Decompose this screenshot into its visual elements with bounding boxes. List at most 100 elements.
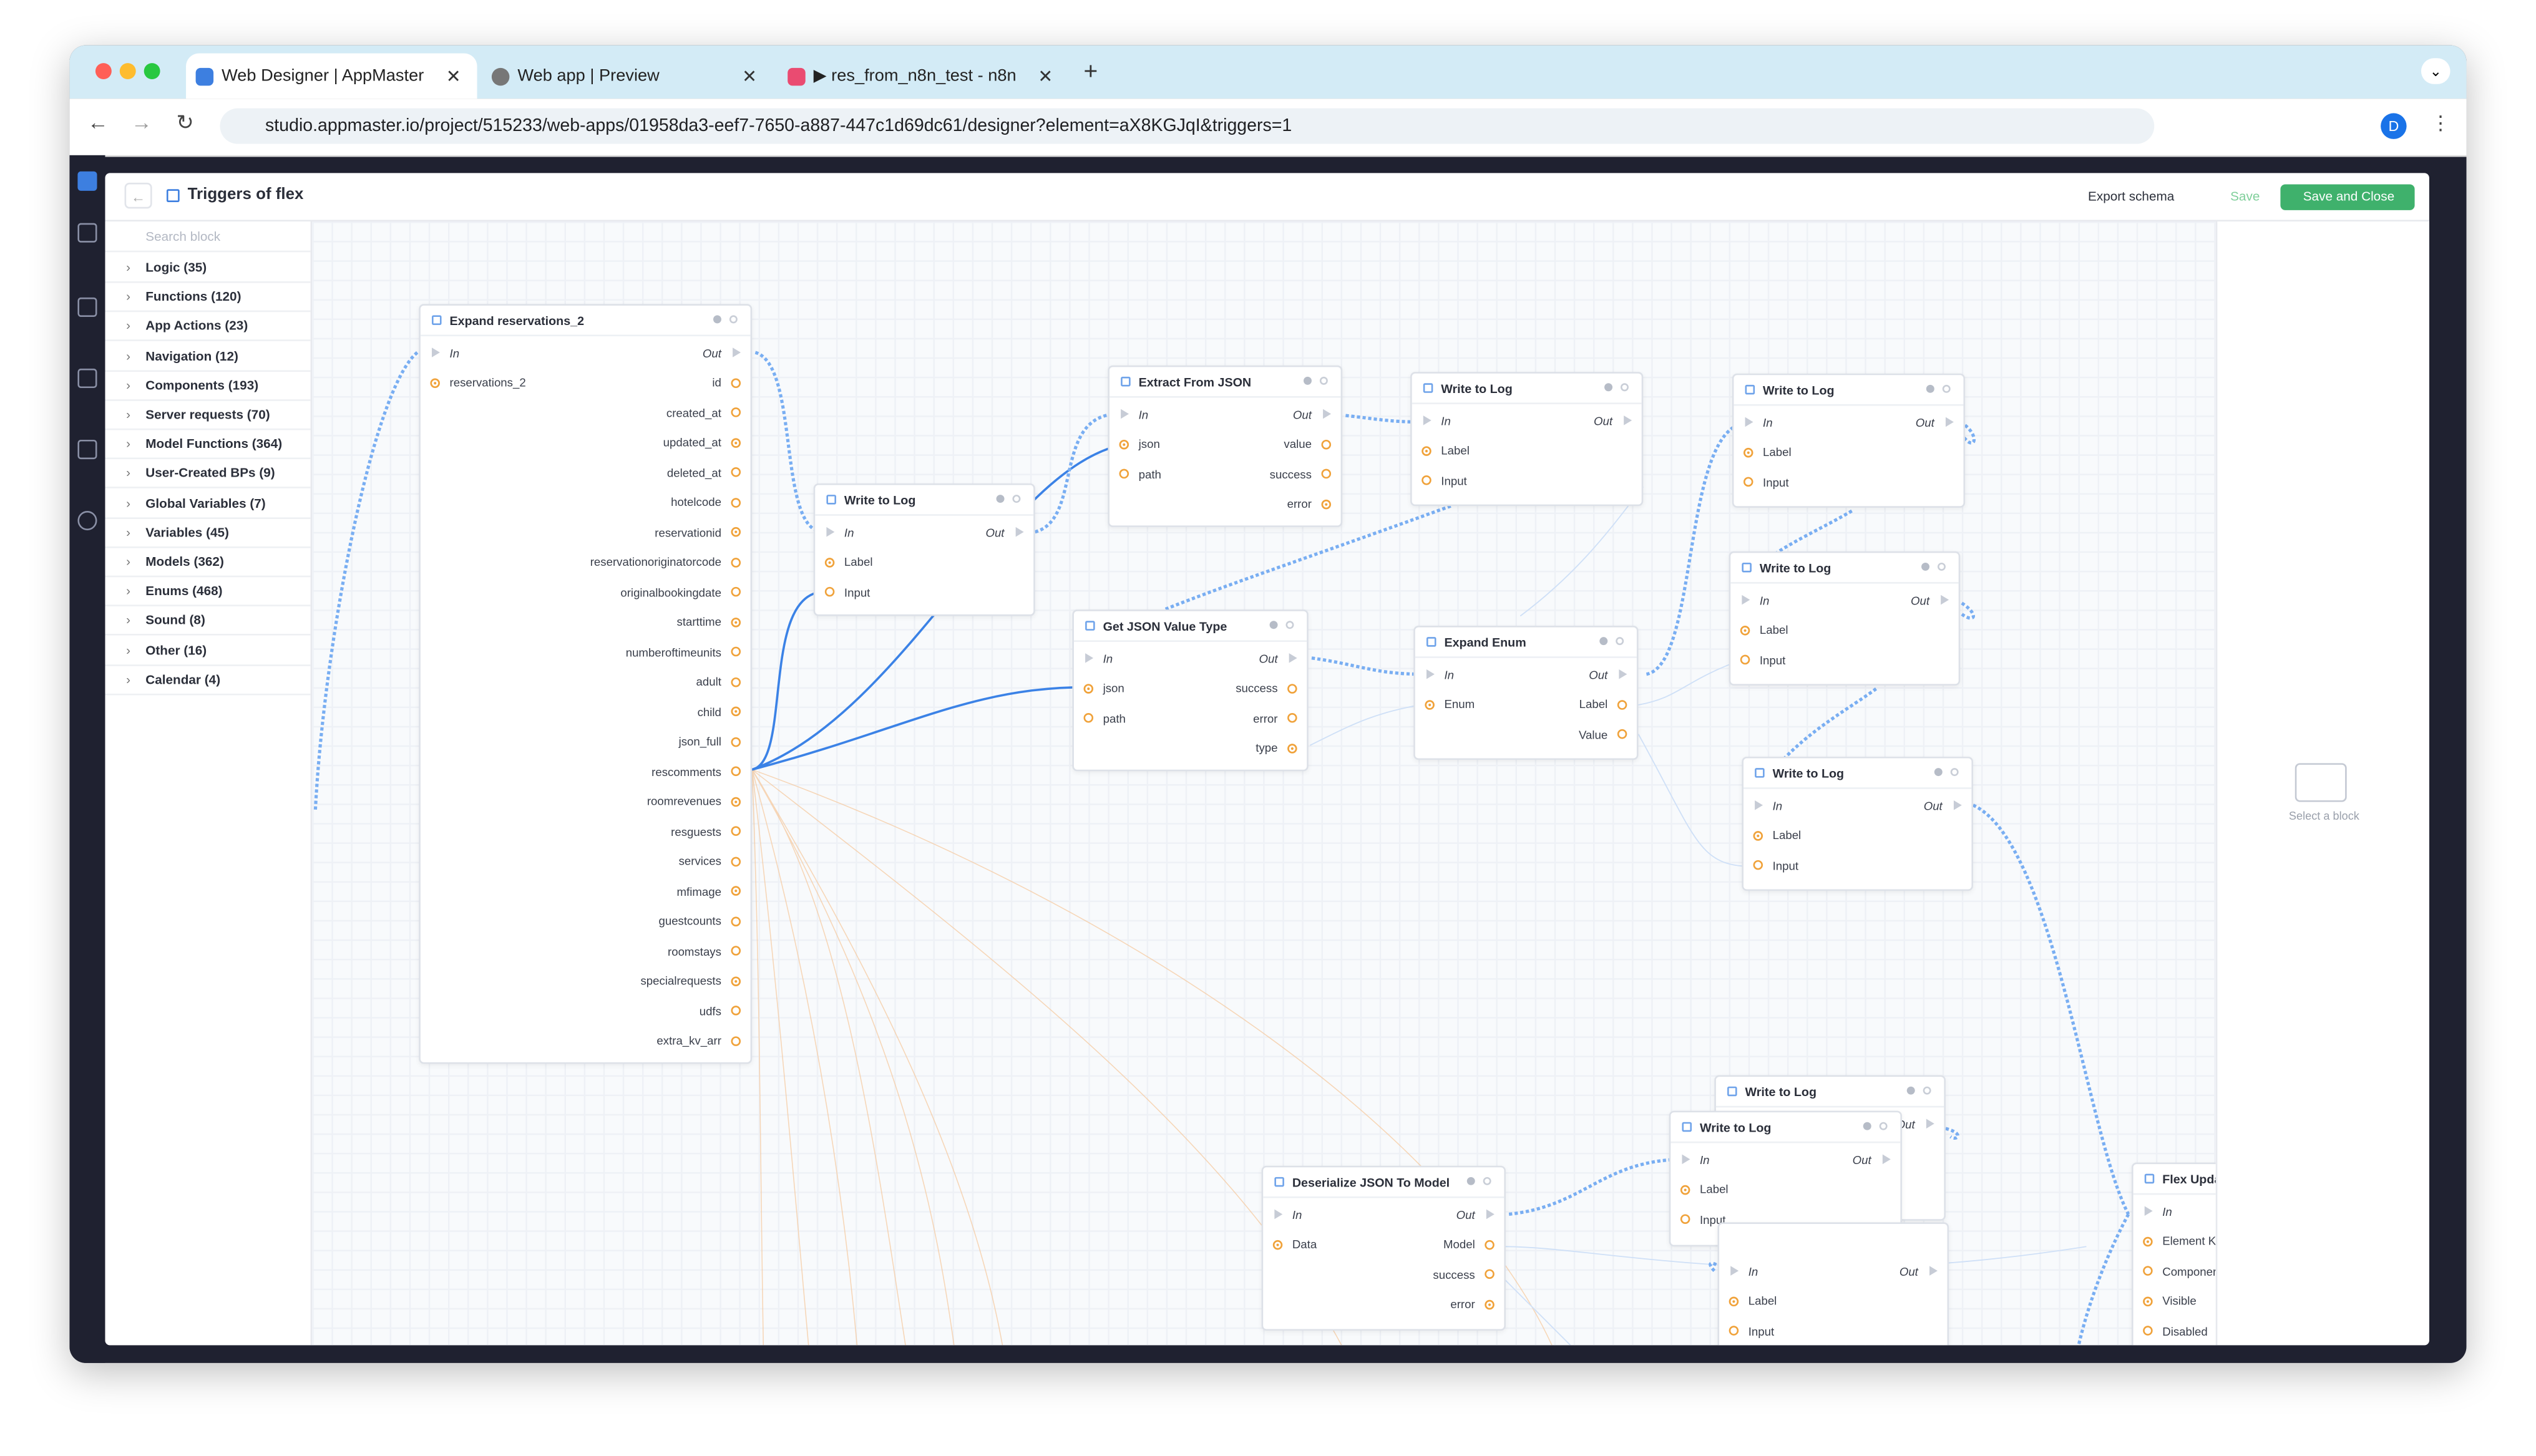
tab-menu[interactable]: ⌄	[2421, 58, 2451, 84]
category[interactable]: App Actions (23)	[105, 313, 311, 342]
search-field[interactable]: Search block	[105, 221, 311, 253]
triggers-modal: ← Triggers of flex Export schema Save Sa…	[105, 173, 2429, 1346]
tab[interactable]: ▶ res_from_n8n_test - n8n ✕	[778, 54, 1070, 99]
input-label: reservations_2	[449, 375, 526, 390]
export-button[interactable]: Export schema	[2088, 189, 2175, 204]
output-pin	[731, 736, 741, 747]
node-menu[interactable]	[1942, 384, 1951, 393]
node-header	[1415, 628, 1637, 658]
node-menu[interactable]	[1906, 1086, 1915, 1095]
node[interactable]: Write to Log In Label Input Out	[1729, 551, 1961, 686]
node-menu[interactable]	[1863, 1122, 1871, 1130]
save-close-button[interactable]: Save and Close	[2280, 184, 2415, 210]
new-tab[interactable]: +	[1083, 58, 1098, 86]
node[interactable]: Write to Log In Label Input Out	[1732, 373, 1966, 508]
wires	[313, 351, 2130, 1346]
node-menu[interactable]	[1616, 637, 1624, 646]
input-label: Label	[1759, 622, 1788, 638]
avatar[interactable]: D	[2381, 113, 2407, 139]
input-label: In	[449, 345, 460, 360]
input-label: Input	[1441, 473, 1467, 488]
browser-menu[interactable]: ⋮	[2431, 111, 2451, 135]
rail-icon[interactable]	[77, 297, 97, 317]
node[interactable]: Get JSON Value Type In json path Out success e…	[1072, 609, 1309, 772]
close-dot[interactable]	[95, 63, 112, 79]
node-menu[interactable]	[1921, 562, 1930, 571]
exec-pin	[1423, 415, 1431, 425]
node[interactable]: Write to Log In Label Input Out	[813, 483, 1035, 616]
node-menu[interactable]	[713, 315, 721, 324]
node-menu[interactable]	[1923, 1086, 1931, 1095]
node[interactable]: In Label Input Out	[1717, 1222, 1949, 1346]
tab[interactable]: Web app | Preview ✕	[482, 54, 773, 99]
node-menu[interactable]	[1483, 1177, 1491, 1185]
node[interactable]: Expand reservations_2 In reservations_2 Out…	[419, 304, 753, 1064]
back[interactable]: ←	[87, 110, 109, 135]
node-menu[interactable]	[1599, 637, 1608, 646]
node[interactable]: Write to Log In Label Input Out	[1410, 372, 1644, 507]
input-pin	[1119, 468, 1129, 479]
node-menu[interactable]	[1285, 621, 1294, 629]
category[interactable]: Other (16)	[105, 636, 311, 666]
rail-icon[interactable]	[77, 511, 97, 531]
node-menu[interactable]	[1012, 495, 1021, 503]
tab-close[interactable]: ✕	[1038, 67, 1053, 87]
forward[interactable]: →	[130, 110, 152, 135]
node-title: Extract From JSON	[1138, 375, 1252, 390]
category[interactable]: Model Functions (364)	[105, 430, 311, 460]
node-menu[interactable]	[1950, 768, 1959, 777]
node[interactable]: Deserialize JSON To Model In Data Out Model s…	[1261, 1165, 1506, 1331]
node-menu[interactable]	[1319, 376, 1328, 385]
category[interactable]: Functions (120)	[105, 283, 311, 313]
category[interactable]: Enums (468)	[105, 578, 311, 607]
category[interactable]: Navigation (12)	[105, 342, 311, 372]
output-label: udfs	[699, 1003, 721, 1018]
blueprint-canvas[interactable]: Expand reservations_2 In reservations_2 Out…	[312, 221, 2216, 1346]
category[interactable]: User-Created BPs (9)	[105, 460, 311, 489]
url-field[interactable]: studio.appmaster.io/project/515233/web-a…	[220, 108, 2155, 144]
category[interactable]: Models (362)	[105, 548, 311, 578]
category[interactable]: Sound (8)	[105, 607, 311, 636]
tab-close[interactable]: ✕	[446, 67, 461, 87]
category[interactable]: Calendar (4)	[105, 666, 311, 695]
category[interactable]: Global Variables (7)	[105, 489, 311, 518]
back-button[interactable]: ←	[124, 182, 152, 209]
node-menu[interactable]	[1934, 768, 1943, 777]
node-menu[interactable]	[996, 495, 1005, 503]
tab[interactable]: Web Designer | AppMaster ✕	[186, 53, 477, 99]
category[interactable]: Logic (35)	[105, 254, 311, 283]
node[interactable]: Flex Upda In Element Ke Componer Visible Disa…	[2131, 1162, 2216, 1346]
output-pin	[731, 886, 741, 896]
min-dot[interactable]	[119, 63, 136, 79]
category[interactable]: Variables (45)	[105, 518, 311, 548]
node-title: Write to Log	[1759, 561, 1831, 576]
input-pin	[1083, 712, 1094, 723]
node-menu[interactable]	[1937, 562, 1946, 571]
max-dot[interactable]	[144, 63, 160, 79]
node[interactable]: Expand Enum In Enum Out Label Value	[1413, 626, 1639, 760]
app-logo[interactable]	[77, 171, 97, 191]
node-menu[interactable]	[1879, 1122, 1888, 1130]
rail-icon[interactable]	[77, 368, 97, 389]
output-pin	[731, 437, 741, 447]
node-menu[interactable]	[1303, 376, 1312, 385]
category[interactable]: Server requests (70)	[105, 401, 311, 430]
node-menu[interactable]	[1620, 383, 1629, 392]
input-label: Label	[1748, 1293, 1777, 1308]
node-menu[interactable]	[729, 315, 738, 324]
save-button[interactable]: Save	[2230, 189, 2260, 204]
node[interactable]: Write to Log In Label Input Out	[1742, 756, 1973, 891]
input-label: Element Ke	[2162, 1233, 2216, 1248]
node-menu[interactable]	[1604, 383, 1613, 392]
node-menu[interactable]	[1269, 621, 1278, 629]
category[interactable]: Components (193)	[105, 372, 311, 401]
reload[interactable]: ↻	[176, 110, 194, 135]
node-menu[interactable]	[1466, 1177, 1475, 1185]
rail-icon[interactable]	[77, 223, 97, 243]
tab-close[interactable]: ✕	[742, 67, 757, 87]
node-menu[interactable]	[1926, 384, 1934, 393]
node-title: Write to Log	[1763, 383, 1835, 398]
node[interactable]: Extract From JSON In json path Out value succe…	[1108, 365, 1343, 527]
rail-icon[interactable]	[77, 439, 97, 460]
output-pin	[1485, 1239, 1495, 1250]
